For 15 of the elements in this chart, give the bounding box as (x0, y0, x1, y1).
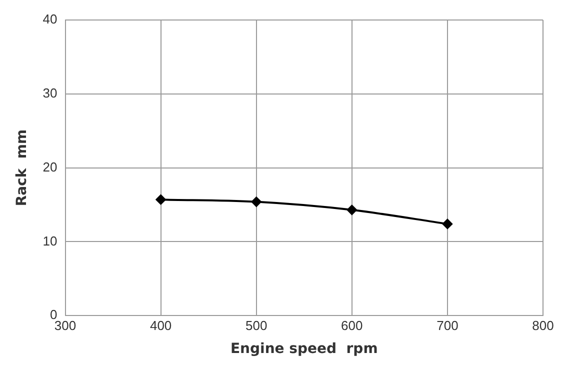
point (251, 196, 262, 207)
x-tick-label: 500 (246, 318, 268, 333)
x-tick-label: 600 (341, 318, 363, 333)
y-axis-title: Rack mm (14, 129, 30, 206)
point (442, 218, 452, 229)
y-tick-label: 40 (42, 12, 58, 27)
x-tick-label: 400 (150, 318, 172, 333)
point (156, 194, 166, 205)
y-tick-label: 30 (42, 85, 58, 100)
x-tick-label: 700 (436, 318, 458, 333)
x-tick-label: 800 (532, 318, 554, 333)
x-axis-title: Engine speed rpm (230, 341, 378, 358)
point (346, 204, 357, 215)
y-tick-label: 20 (42, 159, 58, 174)
y-tick-label: 10 (42, 233, 58, 248)
